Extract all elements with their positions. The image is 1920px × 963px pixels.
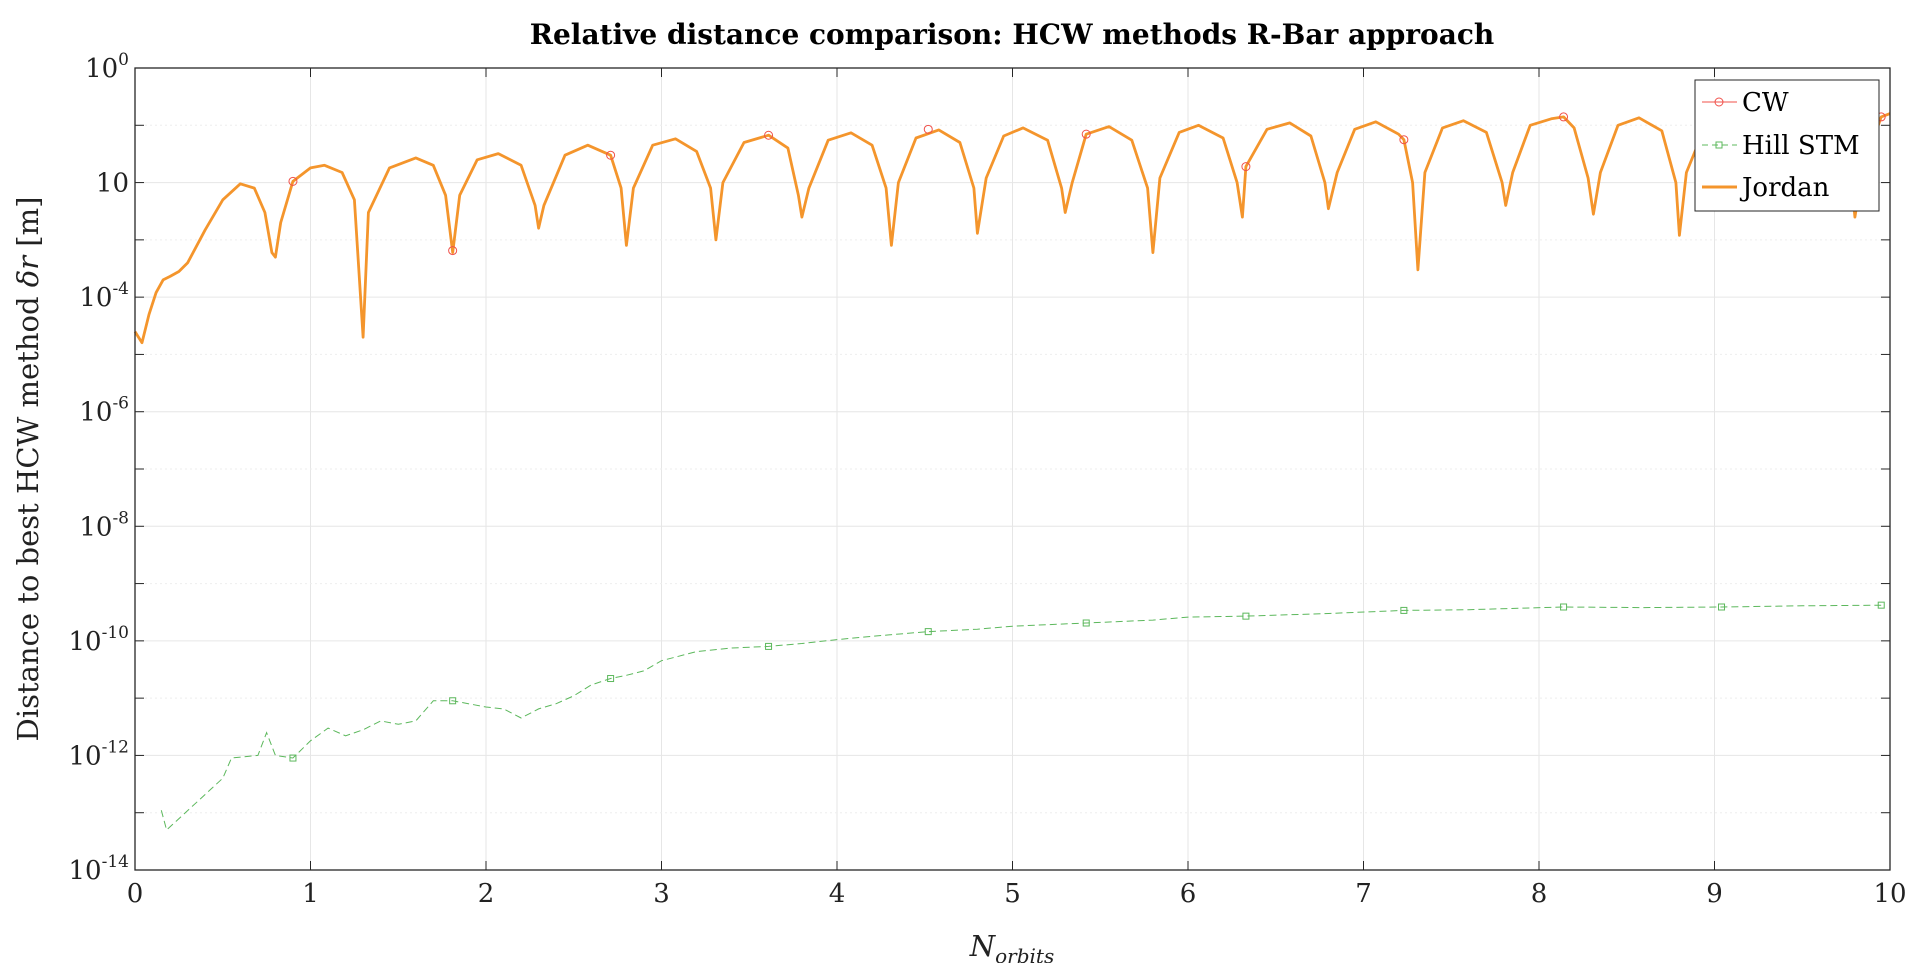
marker-hill-stm (449, 697, 457, 705)
legend-label-hill-stm: Hill STM (1742, 131, 1860, 161)
x-tick-label: 0 (127, 879, 144, 909)
legend-entry-jordan: Jordan (1702, 173, 1830, 203)
y-tick-label-base: 10 (79, 512, 112, 542)
marker-hill-stm (289, 754, 297, 762)
marker-hill-stm (924, 628, 932, 636)
y-tick-label-exponent: -14 (102, 852, 129, 872)
y-tick-label-base: 10 (79, 398, 112, 428)
y-tick-label-base: 10 (96, 169, 129, 199)
legend-marker-cw (1714, 97, 1724, 107)
marker-hill-stm (1718, 603, 1726, 611)
y-tick-label: 10-14 (69, 852, 129, 886)
marker-cw (1241, 162, 1251, 172)
ticks (134, 67, 1891, 871)
legend-entry-cw: CW (1702, 88, 1789, 118)
marker-cw (764, 130, 774, 140)
x-tick-label: 1 (302, 879, 319, 909)
x-tick-label: 4 (829, 879, 846, 909)
x-tick-label: 5 (1004, 879, 1021, 909)
marker-hill-stm (765, 642, 773, 650)
y-tick-label: 10-8 (79, 508, 129, 542)
legend-entry-hill-stm: Hill STM (1702, 131, 1860, 161)
y-axis-label-main: Distance to best HCW method (11, 287, 45, 741)
series-layer (133, 112, 1891, 831)
y-tick-label: 10-6 (79, 394, 129, 428)
marker-hill-stm (1877, 601, 1885, 609)
x-axis-label-main: N (969, 929, 997, 963)
x-tick-label: 2 (478, 879, 495, 909)
x-tick-label: 3 (653, 879, 670, 909)
y-axis-label-symbol: δr (11, 254, 45, 287)
marker-hill-stm (1082, 619, 1090, 627)
x-tick-label: 10 (1873, 879, 1906, 909)
y-tick-label-base: 10 (79, 283, 112, 313)
y-tick-label: 100 (85, 50, 129, 84)
y-tick-label: 10-4 (79, 279, 129, 313)
x-axis-label: Norbits (969, 929, 1054, 963)
y-tick-label: 10-10 (69, 623, 129, 657)
y-tick-label-exponent: -8 (112, 508, 129, 528)
x-tick-label: 7 (1355, 879, 1372, 909)
y-tick-label-exponent: -6 (112, 394, 129, 414)
marker-cw (1399, 135, 1409, 145)
marker-cw (288, 176, 298, 186)
legend-label-jordan: Jordan (1739, 173, 1830, 203)
marker-hill-stm (607, 675, 615, 683)
marker-cw (1081, 129, 1091, 139)
marker-hill-stm (1560, 603, 1568, 611)
y-tick-label-base: 10 (69, 627, 102, 657)
y-tick-label-exponent: -10 (102, 623, 129, 643)
marker-cw (1559, 112, 1569, 122)
y-tick-label-exponent: -12 (102, 737, 129, 757)
series-line-jordan (133, 112, 1891, 345)
y-tick-label-exponent: -4 (112, 279, 129, 299)
marker-cw (448, 246, 458, 256)
x-tick-labels: 0 1 2 3 4 5 6 7 8 9 10 (127, 879, 1907, 909)
y-tick-label: 10-12 (69, 737, 129, 771)
chart-title: Relative distance comparison: HCW method… (530, 18, 1495, 51)
x-tick-label: 6 (1180, 879, 1197, 909)
y-axis-label: Distance to best HCW method δr [m] (11, 197, 45, 742)
y-tick-label-exponent: 0 (118, 50, 129, 70)
marker-cw (923, 124, 933, 134)
marker-hill-stm (1242, 612, 1250, 620)
y-tick-label-base: 10 (85, 54, 118, 84)
y-axis-label-unit: [m] (11, 197, 45, 256)
marker-hill-stm (1400, 606, 1408, 614)
y-tick-label: 10 (96, 169, 129, 199)
legend: CW Hill STM Jordan (1694, 79, 1880, 212)
marker-cw (606, 150, 616, 160)
x-tick-label: 9 (1706, 879, 1723, 909)
legend-label-cw: CW (1742, 88, 1789, 118)
series-line-hill-stm (160, 604, 1882, 831)
y-tick-label-base: 10 (69, 741, 102, 771)
x-tick-label: 8 (1531, 879, 1548, 909)
x-axis-label-sub: orbits (995, 944, 1054, 963)
legend-marker-hill-stm (1715, 141, 1723, 149)
y-tick-label-base: 10 (69, 856, 102, 886)
